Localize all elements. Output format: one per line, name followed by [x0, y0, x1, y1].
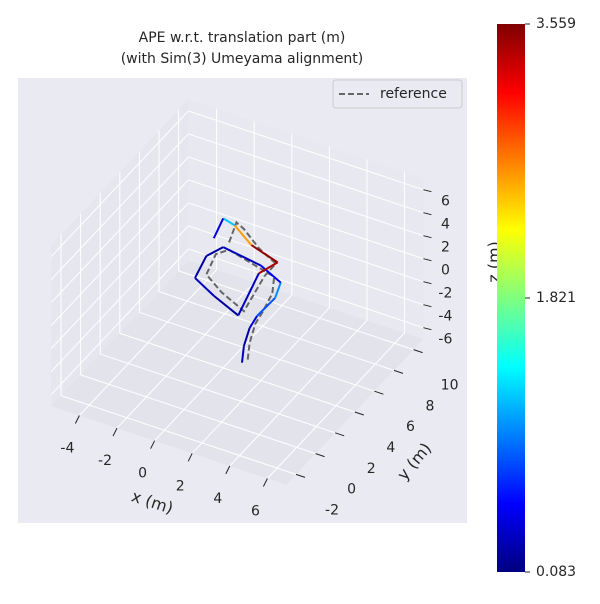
grid-line	[119, 332, 355, 413]
grid-line	[50, 156, 189, 303]
grid-line	[188, 133, 424, 214]
colorbar	[497, 24, 525, 572]
trajectory-segment	[213, 294, 239, 317]
grid-line	[188, 248, 424, 329]
grid-line	[188, 156, 424, 237]
trajectory-segment	[237, 272, 260, 316]
legend-label: reference	[380, 86, 447, 102]
trajectory-segment	[194, 277, 215, 297]
grid-line	[158, 291, 395, 371]
grid-line	[50, 179, 189, 326]
tick-mark	[150, 440, 156, 449]
reference-trajectory	[205, 220, 278, 360]
colorbar-tick-label: 1.821	[536, 290, 576, 306]
trajectory-segment	[250, 244, 279, 264]
tick-mark	[374, 390, 384, 395]
tick-mark	[413, 349, 423, 354]
x-tick-label: -4	[60, 441, 74, 457]
trajectory-segment	[205, 246, 224, 257]
grid-line	[50, 248, 189, 395]
tick-mark	[423, 235, 432, 239]
chart-subtitle: (with Sim(3) Umeyama alignment)	[121, 51, 364, 67]
x-tick-label: 2	[176, 478, 185, 494]
x-tick-label: 0	[138, 466, 147, 482]
chart-title: APE w.r.t. translation part (m)	[139, 30, 346, 46]
grid-line	[178, 270, 414, 351]
grid-line	[188, 179, 424, 260]
z-tick-label: 0	[441, 263, 450, 279]
legend: reference	[332, 79, 463, 109]
grid-line	[50, 202, 189, 349]
grid-line	[80, 374, 316, 455]
z-tick-label: 2	[441, 240, 450, 256]
y-tick-label: 10	[441, 378, 459, 394]
tick-mark	[112, 427, 118, 437]
x-tick-label: -2	[98, 453, 112, 469]
colorbar-axis: 0.083 1.821 3.559	[525, 16, 576, 580]
grid-line	[60, 395, 297, 475]
tick-mark	[315, 453, 325, 458]
y-tick-label: 6	[406, 419, 415, 435]
grid-line	[188, 225, 424, 306]
z-tick-label: -4	[438, 309, 452, 325]
grid-line	[50, 133, 189, 280]
tick-mark	[423, 281, 432, 285]
trajectory-segment	[241, 345, 245, 363]
trajectory-segment	[260, 264, 282, 284]
z-tick-label: 6	[441, 194, 450, 210]
z-tick-label: -6	[438, 332, 452, 348]
grid-line	[188, 202, 424, 283]
tick-mark	[262, 478, 268, 487]
trajectory-segment	[212, 217, 225, 239]
tick-mark	[187, 453, 193, 462]
grid-line	[50, 225, 189, 372]
trajectory-segment	[242, 327, 251, 347]
y-tick-label: 2	[367, 461, 376, 477]
grid-line	[139, 311, 375, 392]
trajectory-segment	[233, 224, 253, 246]
trajectory-segment	[274, 282, 282, 299]
z-tick-label: -2	[438, 286, 452, 302]
tick-mark	[354, 411, 364, 416]
tick-mark	[423, 189, 432, 193]
trajectory-segment	[258, 261, 279, 275]
y-tick-label: 0	[347, 482, 356, 498]
tick-mark	[74, 415, 80, 424]
tick-mark	[423, 327, 432, 331]
tick-mark	[335, 432, 345, 437]
tick-mark	[423, 258, 432, 262]
tick-mark	[423, 212, 432, 216]
trajectory-segment	[194, 255, 208, 279]
y-tick-label: 4	[386, 440, 395, 456]
trajectory-segment	[222, 217, 236, 227]
tick-mark	[423, 304, 432, 308]
y-tick-label: 8	[426, 398, 435, 414]
trajectory-segment	[222, 246, 262, 267]
trajectory-segment	[248, 315, 258, 329]
legend-box	[332, 79, 463, 109]
x-tick-label: 4	[213, 491, 222, 507]
tick-mark	[295, 473, 306, 478]
grid-line	[50, 110, 189, 257]
colorbar-tick-label: 3.559	[536, 16, 576, 32]
z-tick-label: 4	[441, 217, 450, 233]
x-tick-label: 6	[251, 504, 260, 520]
grid-line	[100, 353, 336, 434]
trajectory-segment	[256, 297, 276, 317]
tick-mark	[393, 369, 404, 374]
colorbar-tick-label: 0.083	[536, 564, 576, 580]
tick-mark	[225, 465, 231, 475]
grid-line	[188, 110, 424, 191]
y-tick-label: -2	[325, 502, 339, 518]
